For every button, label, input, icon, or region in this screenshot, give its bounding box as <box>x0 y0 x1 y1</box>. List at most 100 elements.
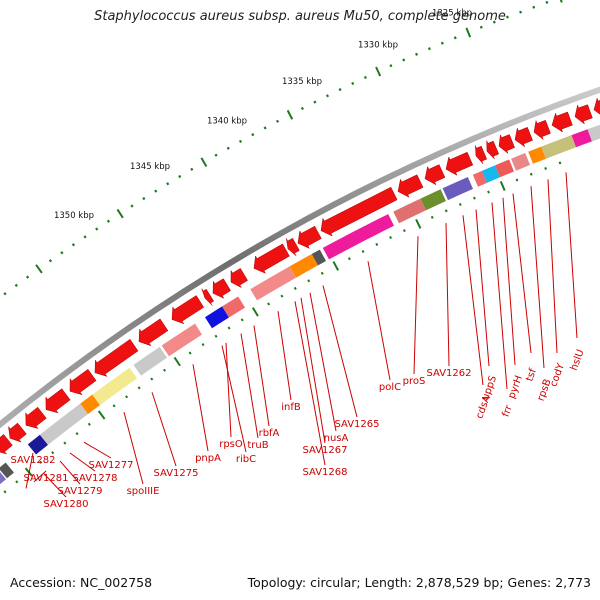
gene-arrow <box>286 237 300 256</box>
gene-label: SAV1275 <box>153 468 198 479</box>
scale-ticks <box>3 0 563 296</box>
inner-major-tick <box>97 410 106 420</box>
scale-minor-tick <box>389 64 393 68</box>
label-leader <box>512 193 532 354</box>
gene-label: rbfA <box>259 428 280 439</box>
scale-minor-tick <box>545 0 549 4</box>
feature-track <box>0 124 600 485</box>
scale-minor-tick <box>325 94 330 98</box>
feature-block <box>322 214 394 260</box>
scale-major-tick <box>375 66 382 77</box>
gene-arrow <box>486 140 500 160</box>
scale-minor-tick <box>48 259 53 263</box>
gene-arrow <box>25 406 47 429</box>
label-leader <box>83 441 112 459</box>
inner-minor-tick <box>472 196 476 200</box>
label-leader <box>192 364 209 452</box>
inner-minor-tick <box>430 215 434 219</box>
scale-minor-tick <box>338 88 342 92</box>
gene-label: spoIIIE <box>127 486 160 497</box>
genome-backbone <box>0 86 600 429</box>
feature-block <box>571 129 592 148</box>
scale-minor-tick <box>14 283 18 288</box>
feature-block <box>472 170 487 187</box>
inner-minor-tick <box>137 386 141 390</box>
inner-minor-tick <box>458 202 462 206</box>
page-title: Staphylococcus aureus subsp. aureus Mu50… <box>94 9 506 24</box>
gene-label: SAV1282 <box>10 455 55 466</box>
scale-minor-tick <box>402 58 406 62</box>
scale-label: 1350 kbp <box>54 211 94 221</box>
inner-minor-tick <box>214 334 218 338</box>
label-leader <box>565 172 578 339</box>
scale-major-tick <box>286 109 294 120</box>
label-leader <box>123 412 144 485</box>
inner-minor-tick <box>112 404 116 408</box>
feature-block <box>393 198 426 224</box>
gene-label: rpsB <box>536 378 554 403</box>
inner-major-tick <box>173 356 181 367</box>
inner-minor-tick <box>307 279 311 283</box>
gene-arrow <box>551 111 573 133</box>
accession-text: Accession: NC_002758 <box>10 575 153 590</box>
inner-minor-tick <box>293 286 297 290</box>
scale-label: 1335 kbp <box>282 77 322 87</box>
feature-block <box>5 455 22 473</box>
inner-minor-tick <box>267 302 271 306</box>
inner-minor-tick <box>125 395 129 399</box>
label-leader <box>309 292 337 432</box>
gene-label: truB <box>247 440 268 451</box>
label-leader <box>413 236 419 375</box>
scale-label: 1325 kbp <box>432 8 472 18</box>
feature-block <box>27 434 48 455</box>
gene-labels: hslUcodYrpsBtsfpyrHfrruppScdsASAV1262pro… <box>10 348 586 510</box>
scale-minor-tick <box>363 75 367 80</box>
scale-minor-tick <box>190 167 194 171</box>
gene-label: polC <box>379 382 401 393</box>
gene-label: frr <box>501 403 516 418</box>
gene-arrow <box>138 318 169 347</box>
inner-minor-tick <box>3 490 7 494</box>
scale-major-tick <box>200 157 208 168</box>
label-leader <box>445 223 450 367</box>
gene-arrow <box>320 186 398 237</box>
gene-arrow <box>0 434 13 455</box>
feature-block <box>161 323 202 357</box>
gene-label: SAV1279 <box>57 486 102 497</box>
gene-label: infB <box>281 402 301 413</box>
gene-label: rpsO <box>219 439 243 450</box>
gene-label: hslU <box>569 348 587 372</box>
scale-minor-tick <box>26 275 30 279</box>
gene-label: ribC <box>236 454 256 465</box>
scale-minor-tick <box>300 106 304 110</box>
inner-minor-tick <box>39 460 43 464</box>
scale-minor-tick <box>95 227 99 231</box>
label-leader <box>151 392 177 467</box>
gene-label: SAV1281 <box>23 473 68 484</box>
gene-arrow <box>230 268 248 289</box>
gene-label: SAV1262 <box>426 368 471 379</box>
scale-minor-tick <box>532 5 536 9</box>
gene-arrow <box>445 151 474 176</box>
gene-track <box>0 97 600 455</box>
scale-label: 1345 kbp <box>130 162 170 172</box>
inner-minor-tick <box>320 271 324 275</box>
scale-minor-tick <box>83 235 87 239</box>
feature-block <box>541 135 576 159</box>
inner-minor-tick <box>188 351 192 355</box>
feature-block <box>92 367 137 406</box>
scale-minor-tick <box>238 139 243 143</box>
scale-minor-tick <box>142 196 146 201</box>
label-leader <box>462 215 484 386</box>
feature-block <box>0 472 6 485</box>
feature-block <box>0 462 14 479</box>
inner-minor-tick <box>347 257 351 261</box>
label-leader <box>225 342 232 438</box>
label-leader <box>240 333 259 439</box>
scale-major-tick <box>35 264 43 274</box>
scale-minor-tick <box>440 41 444 45</box>
inner-minor-tick <box>63 441 67 445</box>
scale-major-tick <box>559 0 563 3</box>
feature-block <box>80 394 100 414</box>
